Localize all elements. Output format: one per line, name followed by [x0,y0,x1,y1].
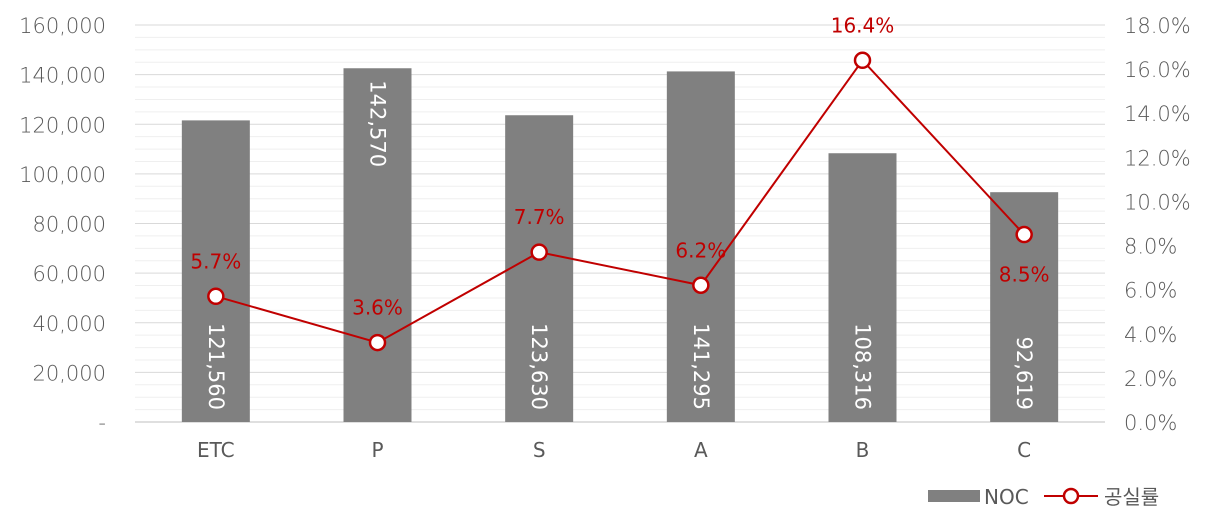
left-tick-label: - [98,411,106,435]
category-label: P [371,438,383,462]
vacancy-line [207,51,1033,352]
bar [343,68,412,423]
right-tick-label: 10.0% [1124,190,1191,214]
legend: NOC 공실률 [928,485,1159,509]
bar [828,153,897,423]
vacancy-marker [692,276,710,295]
category-label: ETC [197,438,235,462]
vacancy-data-label: 8.5% [999,263,1050,287]
bar-data-label: 121,560 [204,323,228,410]
category-label: B [856,438,870,462]
category-label: S [533,438,546,462]
legend-noc-swatch [928,490,980,502]
vacancy-data-label: 5.7% [190,249,241,273]
vacancy-marker [207,287,225,306]
left-tick-label: 120,000 [19,113,106,137]
legend-noc-label: NOC [984,485,1029,509]
vacancy-marker [368,333,387,352]
right-tick-label: 2.0% [1124,367,1177,391]
left-tick-label: 100,000 [19,163,106,187]
right-tick-label: 0.0% [1124,411,1177,435]
left-tick-label: 40,000 [33,312,106,336]
right-tick-label: 18.0% [1124,14,1191,38]
bar-data-label: 142,570 [366,80,390,167]
noc-bars [181,68,1059,423]
bar [181,120,250,423]
vacancy-marker [530,243,548,261]
right-tick-label: 16.0% [1124,58,1191,82]
vacancy-data-label: 16.4% [831,13,895,37]
category-label: A [694,438,708,462]
gridlines [135,24,1105,423]
vacancy-labels: 5.7% 3.6% 7.7% 6.2% 16.4% 8.5% [190,13,1049,319]
x-axis-categories: ETC P S A B C [197,438,1031,462]
noc-bar-labels: 121,560 142,570 123,630 141,295 108,316 92,61… [204,80,1036,410]
category-label: C [1017,438,1031,462]
right-tick-label: 14.0% [1124,102,1191,126]
left-tick-label: 160,000 [19,14,106,38]
vacancy-series-line [215,58,1025,344]
legend-vacancy-marker [1062,487,1080,505]
left-tick-label: 20,000 [33,361,106,385]
vacancy-marker [1015,225,1033,244]
vacancy-data-label: 3.6% [352,296,403,320]
right-tick-label: 4.0% [1124,323,1177,347]
left-tick-label: 80,000 [33,213,106,237]
vacancy-data-label: 6.2% [675,238,726,262]
bar-data-label: 108,316 [851,323,875,410]
legend-vacancy-label: 공실률 [1104,485,1159,509]
left-tick-label: 140,000 [19,64,106,88]
right-y-axis: 0.0% 2.0% 4.0% 6.0% 8.0% 10.0% 12.0% 14.0% 16.0%… [1124,14,1191,435]
left-y-axis: - 20,000 40,000 60,000 80,000 100,000 120,000 1… [19,14,106,435]
right-tick-label: 8.0% [1124,235,1177,259]
right-tick-label: 12.0% [1124,146,1191,170]
left-tick-label: 60,000 [33,262,106,286]
bar-data-label: 92,619 [1012,337,1036,410]
bar-data-label: 123,630 [527,323,551,410]
bar [666,71,735,423]
vacancy-marker [853,51,872,70]
bar-data-label: 141,295 [689,323,713,410]
vacancy-data-label: 7.7% [514,205,565,229]
right-tick-label: 6.0% [1124,279,1177,303]
bar [505,115,574,422]
